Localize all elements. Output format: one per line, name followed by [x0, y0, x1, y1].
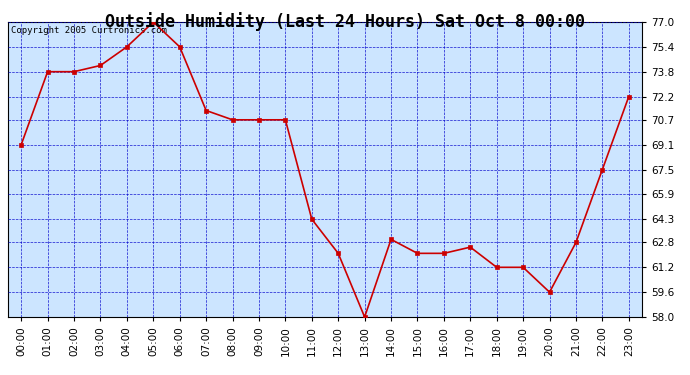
- Text: Outside Humidity (Last 24 Hours) Sat Oct 8 00:00: Outside Humidity (Last 24 Hours) Sat Oct…: [105, 12, 585, 31]
- Text: Copyright 2005 Curtronics.com: Copyright 2005 Curtronics.com: [11, 26, 167, 35]
